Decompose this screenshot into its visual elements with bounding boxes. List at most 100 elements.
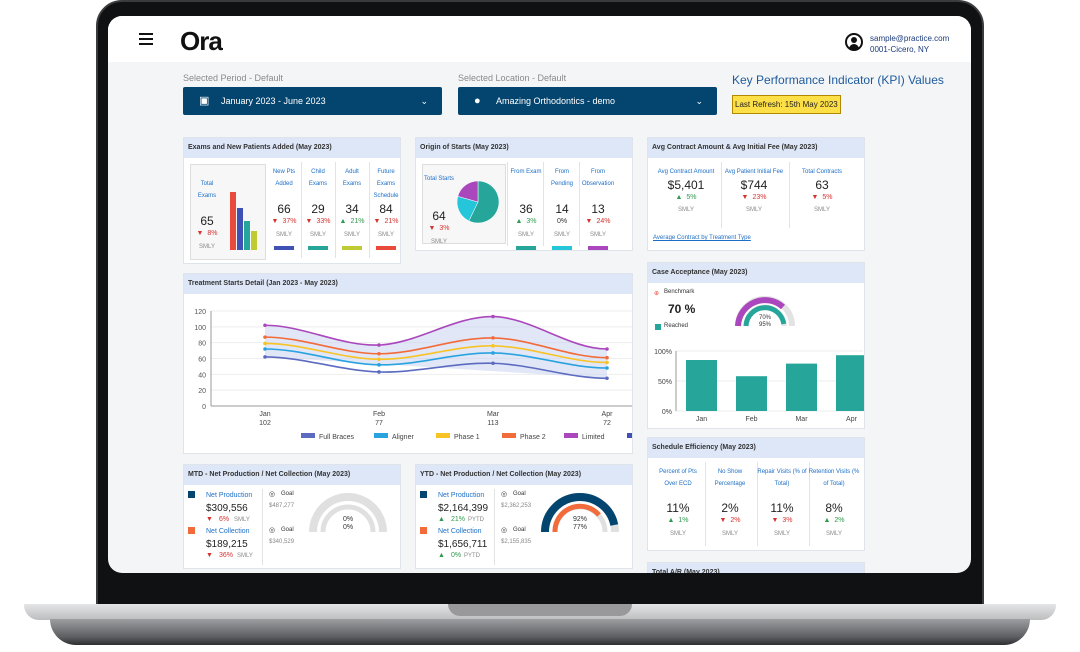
net-production-value: $2,164,399: [438, 503, 489, 514]
production-swatch: [420, 491, 427, 498]
user-email: sample@practice.com: [870, 34, 950, 43]
period-select[interactable]: ▣ January 2023 - June 2023 ⌄: [183, 87, 442, 115]
kpi-value: $5,401: [667, 178, 705, 192]
ar-card: Total A/R (May 2023): [647, 562, 865, 573]
legend-swatch: [588, 246, 608, 250]
series-line: [264, 348, 608, 369]
up-arrow-icon: ▲: [667, 517, 675, 524]
legend-label: Phase 2: [520, 434, 546, 441]
kpi-value: 34: [345, 202, 359, 216]
card-title: Schedule Efficiency (May 2023): [648, 438, 864, 458]
user-avatar-icon[interactable]: [845, 33, 863, 51]
kpi-change: ▲ 21%: [336, 218, 368, 225]
kpi-label: Total Contracts: [801, 169, 843, 175]
y-tick-label: 0: [202, 404, 206, 411]
kpi-change: ▲ 2%: [808, 517, 860, 524]
y-tick-label: 50%: [658, 379, 672, 386]
legend-swatch: [564, 433, 578, 438]
treatment-chart: 0 20 40 60 80 100 120 Jan 102 Feb 77 Mar 113 Apr 72 Ful…: [194, 309, 632, 441]
smly-label: SMLY: [199, 244, 215, 250]
case-bar-chart: 0% 50% 100% Jan Feb Mar Apr: [654, 349, 864, 423]
card-title: Avg Contract Amount & Avg Initial Fee (M…: [648, 138, 864, 158]
down-arrow-icon: ▼: [271, 218, 279, 225]
gauge-outer-arc: [541, 492, 619, 533]
card-title: Origin of Starts (May 2023): [416, 138, 632, 158]
kpi-value: 13: [591, 202, 605, 216]
divider: [721, 162, 722, 228]
legend-swatch: [627, 433, 632, 438]
location-select[interactable]: ● Amazing Orthodontics - demo ⌄: [458, 87, 717, 115]
data-point: [605, 366, 609, 370]
data-point: [491, 351, 495, 355]
period-label: Selected Period - Default: [183, 73, 284, 83]
gauge-outer-arc: [735, 297, 785, 327]
smly-label: SMLY: [276, 232, 292, 238]
down-arrow-icon: ▼: [373, 218, 381, 225]
x-tick-label: Mar: [795, 416, 808, 423]
smly-label: SMLY: [344, 232, 360, 238]
kpi-change-value: 21%: [384, 218, 399, 225]
divider: [757, 462, 758, 546]
bar: [786, 363, 817, 411]
kpi-label: Percent of Pts Over ECD: [659, 469, 697, 487]
goal-label: Goal: [281, 527, 294, 533]
schedule-card: Schedule Efficiency (May 2023) Percent o…: [647, 437, 865, 551]
kpi-value: 11%: [666, 501, 690, 515]
legend-swatch: [436, 433, 450, 438]
smly-label: SMLY: [678, 207, 694, 213]
gauge-inner-value: 95%: [759, 322, 772, 328]
kpi-change-value: 1%: [678, 517, 689, 524]
hamburger-menu-icon[interactable]: [139, 33, 153, 45]
legend-swatch: [376, 246, 396, 250]
kpi-value: 66: [277, 202, 291, 216]
kpi-value: 65: [200, 214, 214, 228]
data-point: [605, 355, 609, 360]
laptop-base-shadow: [50, 619, 1030, 645]
goal-value: $340,529: [269, 539, 295, 545]
y-tick-label: 100: [194, 325, 206, 332]
legend-swatch: [516, 246, 536, 250]
kpi-change-value: 23%: [752, 194, 767, 201]
laptop-notch: [448, 604, 632, 616]
divider: [369, 162, 370, 258]
kpi-label: Total Starts: [424, 176, 455, 182]
legend-swatch: [552, 246, 572, 250]
app-logo[interactable]: Ora: [180, 26, 223, 56]
legend-swatch: [301, 433, 315, 438]
kpi-change-value: 37%: [282, 218, 297, 225]
target-icon: ◎: [269, 491, 276, 498]
reached-label: Reached: [664, 323, 689, 329]
smly-label: SMLY: [670, 531, 686, 537]
net-collection-change: 36%: [219, 552, 234, 559]
smly-label: SMLY: [518, 232, 534, 238]
collection-swatch: [188, 527, 195, 534]
ytd-card: YTD - Net Production / Net Collection (M…: [415, 464, 633, 569]
divider: [301, 162, 302, 258]
down-arrow-icon: ▼: [305, 218, 313, 225]
smly-label: SMLY: [746, 207, 762, 213]
card-title: MTD - Net Production / Net Collection (M…: [184, 465, 400, 485]
y-tick-label: 0%: [662, 409, 672, 416]
legend-label: Phase 1: [454, 434, 480, 441]
kpi-change-value: 3%: [526, 218, 537, 225]
user-info[interactable]: sample@practice.com 0001-Cicero, NY: [870, 33, 949, 55]
legend-swatch: [502, 433, 516, 438]
y-tick-label: 100%: [654, 349, 672, 356]
x-tick-label: Mar: [487, 411, 500, 418]
down-arrow-icon: ▼: [771, 517, 779, 524]
chevron-down-icon: ⌄: [695, 96, 703, 106]
data-point: [491, 344, 495, 348]
pie-slice: [468, 180, 500, 224]
pytd-label: PYTD: [464, 553, 481, 559]
screen: Ora sample@practice.com 0001-Cicero, NY …: [108, 16, 971, 573]
net-production-change: 6%: [219, 516, 230, 523]
kpi-change-value: 3%: [439, 225, 450, 232]
target-icon: ◎: [269, 527, 276, 534]
avg-contract-link[interactable]: Average Contract by Treatment Type: [653, 235, 751, 241]
down-arrow-icon: ▼: [196, 230, 204, 237]
contract-card: Avg Contract Amount & Avg Initial Fee (M…: [647, 137, 865, 251]
gauge-value-1: 0%: [343, 516, 353, 523]
kpi-change-value: 21%: [350, 218, 365, 225]
legend-label: Aligner: [392, 434, 414, 441]
divider: [543, 162, 544, 246]
